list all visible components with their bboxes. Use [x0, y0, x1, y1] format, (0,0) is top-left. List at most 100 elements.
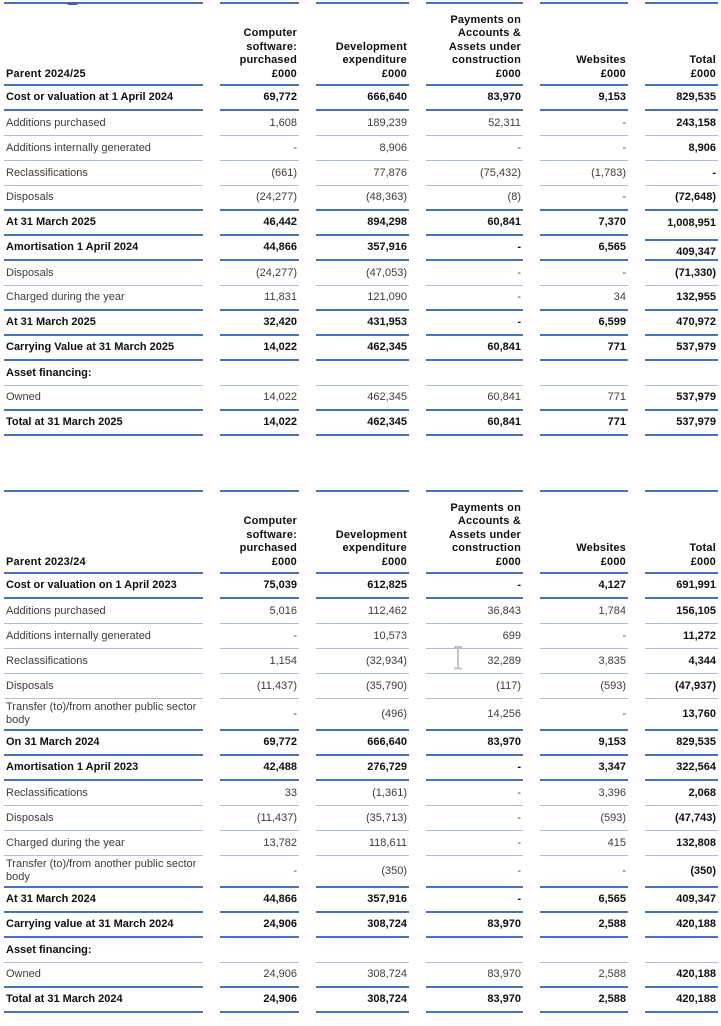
cell-value-text: 322,564	[676, 761, 716, 773]
table-row: Asset financing:	[4, 938, 721, 963]
cell-value: 52,311	[426, 111, 523, 136]
cell-value: -	[540, 111, 628, 136]
cell-value-text: 156,105	[676, 604, 716, 617]
cell-value: 420,188	[645, 913, 718, 938]
cell-value-text: -	[517, 266, 521, 279]
cell-value-text: (8)	[507, 191, 521, 203]
row-label: Reclassifications	[4, 649, 203, 674]
cell-value: 5,016	[220, 599, 299, 624]
cell-value: 4,344	[645, 649, 718, 674]
cell-value-text: 6,565	[598, 241, 626, 253]
column-header: Development expenditure £000	[316, 490, 409, 574]
cell-value: 44,866	[220, 888, 299, 913]
cell-value-text: (32,934)	[366, 654, 407, 667]
column-header: Websites £000	[540, 2, 628, 86]
table-row: At 31 March 2025 46,442 894,298 60,841 7,370…	[4, 211, 721, 241]
cell-value: 2,588	[540, 988, 628, 1013]
cell-value-text: 308,724	[367, 968, 407, 980]
cell-value: 462,345	[316, 411, 409, 436]
cell-value: -	[426, 806, 523, 831]
cell-value-text: 666,640	[367, 91, 407, 103]
cell-value: 156,105	[645, 599, 718, 624]
cell-value: 34	[540, 286, 628, 311]
cell-value-text: 537,979	[676, 391, 716, 403]
row-label: Additions purchased	[4, 599, 203, 624]
cell-value-text: 24,906	[263, 993, 297, 1005]
cell-value-text: 132,808	[676, 836, 716, 849]
row-label: On 31 March 2024	[4, 731, 203, 756]
cell-value: 9,153	[540, 731, 628, 756]
cell-value: (11,437)	[220, 674, 299, 699]
cell-value: 14,022	[220, 386, 299, 411]
cell-value: 894,298	[316, 211, 409, 236]
row-label: At 31 March 2025	[4, 211, 203, 236]
cell-value-text: 4,127	[598, 579, 626, 591]
cell-value: (24,277)	[220, 186, 299, 211]
row-label: Cost or valuation at 1 April 2024	[4, 86, 203, 111]
table-row: On 31 March 2024 69,772 666,640 83,970 9,153…	[4, 731, 721, 756]
cell-value-text: 75,039	[263, 579, 297, 591]
table-header-row: Parent 2024/25 Computer software: purchas…	[4, 2, 721, 86]
cell-value-text: (47,053)	[366, 266, 407, 279]
cell-value-text: 44,866	[263, 893, 297, 905]
cell-value-text: 9,153	[598, 736, 626, 748]
cell-value-text: -	[712, 166, 716, 179]
cell-value-text: (47,743)	[675, 811, 716, 824]
table-row: Disposals (24,277) (47,053) - - (71,330)	[4, 261, 721, 286]
cell-value: 6,565	[540, 888, 628, 913]
cell-value-text: 83,970	[487, 968, 521, 980]
cell-value-text: 60,841	[487, 341, 521, 353]
cell-value: (72,648)	[645, 186, 718, 211]
cell-value: 8,906	[645, 136, 718, 161]
cell-value: 75,039	[220, 574, 299, 599]
cell-value-text: (47,937)	[675, 679, 716, 692]
table-header-row: Parent 2023/24 Computer software: purchas…	[4, 490, 721, 574]
cell-value: (75,432)	[426, 161, 523, 186]
cell-value: (350)	[316, 856, 409, 888]
row-label: Disposals	[4, 261, 203, 286]
cell-value-text: 32,420	[263, 316, 297, 328]
cell-value-text: 14,022	[263, 391, 297, 403]
cell-value: (48,363)	[316, 186, 409, 211]
cell-value: 44,866	[220, 236, 299, 261]
cell-value: 24,906	[220, 988, 299, 1013]
cell-value: -	[426, 888, 523, 913]
cell-value: 409,347	[645, 888, 718, 913]
table-row: Reclassifications 33 (1,361) - 3,396 2,068	[4, 781, 721, 806]
cell-value: 699	[426, 624, 523, 649]
cell-value-text: (593)	[600, 679, 626, 692]
cell-value-text: 13,760	[682, 707, 716, 720]
cell-value-text: 189,239	[367, 116, 407, 129]
cell-value-text: 34	[613, 291, 626, 303]
cell-value-text: 420,188	[676, 993, 716, 1005]
cell-value-text: 83,970	[487, 736, 521, 748]
cell-value: 11,272	[645, 624, 718, 649]
row-label: Disposals	[4, 186, 203, 211]
cell-value: 8,906	[316, 136, 409, 161]
cell-value: 771	[540, 411, 628, 436]
cell-value-text: 2,588	[598, 918, 626, 930]
cell-value-text: (24,277)	[256, 266, 297, 279]
cell-value-text: (24,277)	[256, 191, 297, 203]
cell-value-text: -	[517, 579, 521, 591]
cell-value: -	[540, 624, 628, 649]
cell-value: (593)	[540, 674, 628, 699]
cell-value-text: 8,906	[688, 141, 716, 154]
cell-value-text: 357,916	[367, 893, 407, 905]
cell-value-text: 9,153	[598, 91, 626, 103]
cell-value-text: 431,953	[367, 316, 407, 328]
cell-value: 308,724	[316, 988, 409, 1013]
cell-value: 60,841	[426, 386, 523, 411]
cell-value: 537,979	[645, 411, 718, 436]
cell-value: -	[540, 699, 628, 731]
cell-value-text: 699	[502, 629, 521, 642]
cell-value-text: -	[517, 864, 521, 877]
table-row: Transfer (to)/from another public sector…	[4, 699, 721, 731]
cell-value: (35,790)	[316, 674, 409, 699]
cell-value-text: (48,363)	[366, 191, 407, 203]
cell-value-text: 24,906	[263, 918, 297, 930]
cell-value-text: 121,090	[367, 291, 407, 303]
cell-value	[316, 938, 409, 963]
cell-value-text: (75,432)	[480, 166, 521, 179]
table-row: At 31 March 2025 32,420 431,953 - 6,599 470,9…	[4, 311, 721, 336]
